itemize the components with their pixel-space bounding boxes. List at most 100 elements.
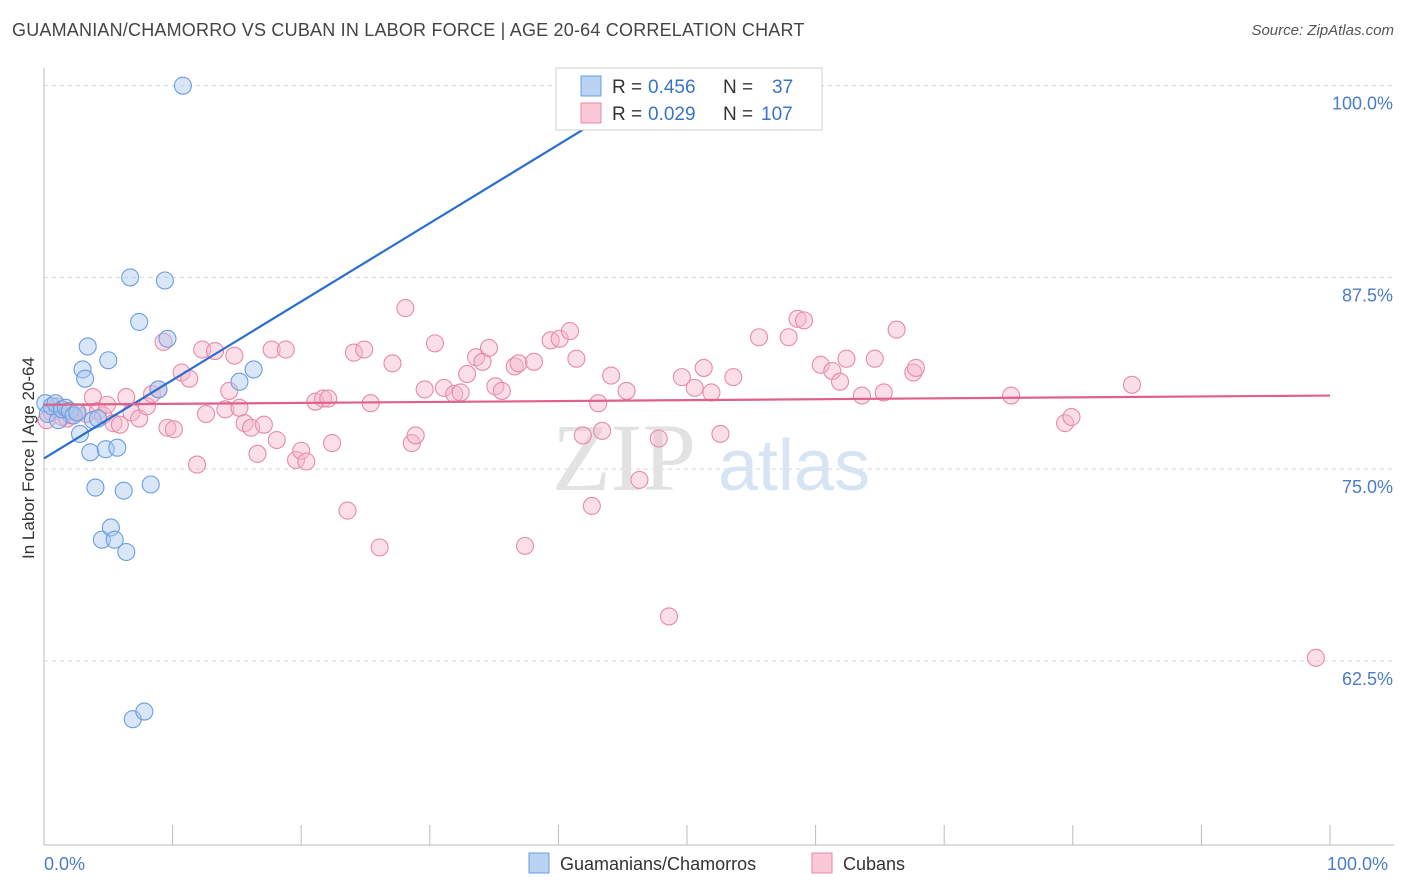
guamanian-point-9 bbox=[68, 403, 87, 422]
legend-label-guamanians: Guamanians/Chamorros bbox=[560, 854, 756, 874]
cuban-point-84 bbox=[672, 368, 691, 387]
watermark-zip: ZIP bbox=[552, 404, 696, 511]
stats-legend-r-value-blue: 0.456 bbox=[648, 77, 696, 98]
legend-label-cubans: Cubans bbox=[843, 854, 905, 874]
stats-legend-swatch-blue bbox=[580, 75, 602, 97]
cuban-point-45 bbox=[319, 389, 338, 408]
guamanian-point-13 bbox=[78, 337, 97, 356]
stats-legend-r-label-blue: R = bbox=[612, 77, 642, 98]
cuban-point-30 bbox=[220, 381, 239, 400]
cuban-point-88 bbox=[711, 424, 730, 443]
guamanian-point-24 bbox=[114, 481, 133, 500]
cuban-point-101 bbox=[887, 320, 906, 339]
cuban-point-77 bbox=[589, 394, 608, 413]
guamanian-trend-line bbox=[43, 77, 669, 460]
cuban-point-97 bbox=[837, 349, 856, 368]
legend-swatch-cubans bbox=[811, 852, 833, 874]
guamanian-point-35 bbox=[230, 372, 249, 391]
stats-legend-n-value-pink: 107 bbox=[761, 104, 793, 125]
guamanian-point-23 bbox=[108, 438, 127, 457]
cuban-point-41 bbox=[292, 441, 311, 460]
cuban-point-75 bbox=[573, 426, 592, 445]
stats-legend-n-value-blue: 37 bbox=[772, 77, 793, 98]
cuban-point-86 bbox=[694, 358, 713, 377]
cuban-point-85 bbox=[685, 378, 704, 397]
cuban-point-89 bbox=[724, 368, 743, 387]
cuban-point-69 bbox=[515, 536, 535, 555]
guamanian-point-25 bbox=[117, 542, 136, 562]
x-tick-label-max: 100.0% bbox=[1327, 854, 1388, 874]
cuban-point-52 bbox=[383, 354, 402, 373]
cuban-point-107 bbox=[1122, 375, 1142, 394]
cuban-point-58 bbox=[434, 378, 453, 397]
stats-legend-r-value-pink: 0.029 bbox=[648, 104, 696, 125]
y-tick-label-1: 75.0% bbox=[1342, 477, 1393, 497]
cuban-point-61 bbox=[458, 365, 477, 384]
cuban-point-100 bbox=[874, 383, 893, 402]
cuban-point-70 bbox=[524, 352, 544, 371]
cuban-point-27 bbox=[196, 404, 216, 423]
guamanian-point-19 bbox=[96, 440, 115, 459]
cuban-point-66 bbox=[492, 381, 511, 400]
cuban-point-78 bbox=[593, 421, 612, 440]
y-tick-labels: 62.5% 75.0% 87.5% 100.0% bbox=[1332, 94, 1393, 689]
guamanian-point-32 bbox=[173, 76, 192, 95]
series-legend: Guamanians/Chamorros Cubans bbox=[528, 852, 905, 874]
guamanian-point-12 bbox=[76, 369, 95, 388]
cuban-point-99 bbox=[865, 349, 884, 368]
cuban-point-87 bbox=[702, 383, 721, 402]
cuban-point-35 bbox=[248, 444, 267, 463]
chart-source: Source: ZipAtlas.com bbox=[1251, 22, 1394, 39]
cuban-point-56 bbox=[415, 380, 434, 399]
cuban-point-68 bbox=[509, 354, 528, 373]
cuban-point-91 bbox=[779, 328, 798, 347]
y-tick-label-2: 87.5% bbox=[1342, 285, 1393, 305]
guamanian-point-16 bbox=[86, 478, 105, 497]
axes bbox=[43, 68, 1394, 846]
stats-legend-r-label-pink: R = bbox=[612, 104, 642, 125]
cuban-point-103 bbox=[906, 358, 925, 377]
x-tick-label-min: 0.0% bbox=[44, 854, 85, 874]
cuban-point-22 bbox=[164, 420, 183, 439]
cuban-point-46 bbox=[323, 434, 342, 453]
cuban-point-28 bbox=[205, 342, 225, 361]
cuban-point-83 bbox=[659, 607, 679, 626]
cuban-point-65 bbox=[486, 377, 505, 396]
legend-swatch-guamanians bbox=[528, 852, 550, 874]
cuban-point-74 bbox=[567, 349, 586, 368]
cuban-point-31 bbox=[225, 346, 244, 365]
cuban-point-36 bbox=[254, 415, 273, 434]
cuban-point-48 bbox=[344, 343, 363, 362]
trend-lines bbox=[43, 77, 1331, 460]
cuban-point-39 bbox=[276, 340, 295, 359]
guamanian-point-18 bbox=[92, 530, 111, 549]
cuban-point-80 bbox=[617, 381, 636, 400]
cuban-point-33 bbox=[235, 414, 254, 433]
cuban-point-90 bbox=[749, 328, 769, 347]
cuban-point-92 bbox=[788, 309, 807, 328]
cuban-point-42 bbox=[297, 452, 316, 471]
cuban-point-71 bbox=[541, 331, 560, 350]
cuban-point-76 bbox=[582, 496, 601, 516]
cuban-point-96 bbox=[830, 372, 850, 391]
guamanian-point-27 bbox=[130, 312, 149, 331]
guamanian-point-36 bbox=[244, 360, 263, 379]
cuban-trend-line bbox=[43, 394, 1331, 406]
cuban-point-53 bbox=[396, 299, 415, 318]
cuban-point-29 bbox=[216, 400, 235, 419]
cuban-point-49 bbox=[355, 340, 374, 359]
cuban-point-104 bbox=[1002, 386, 1021, 405]
y-tick-label-0: 62.5% bbox=[1342, 669, 1393, 689]
cuban-point-38 bbox=[267, 430, 286, 450]
cuban-point-108 bbox=[1306, 648, 1325, 667]
guamanian-point-28 bbox=[141, 475, 160, 494]
y-tick-label-3: 100.0% bbox=[1332, 94, 1393, 114]
guamanian-point-20 bbox=[99, 351, 118, 370]
guamanian-point-14 bbox=[81, 443, 100, 462]
cuban-point-57 bbox=[425, 334, 444, 353]
stats-legend: R = 0.456 N = 37 R = 0.029 N = 107 bbox=[555, 67, 823, 131]
guamanians-points bbox=[36, 76, 263, 729]
guamanian-point-31 bbox=[155, 271, 174, 290]
cuban-point-60 bbox=[451, 383, 470, 402]
